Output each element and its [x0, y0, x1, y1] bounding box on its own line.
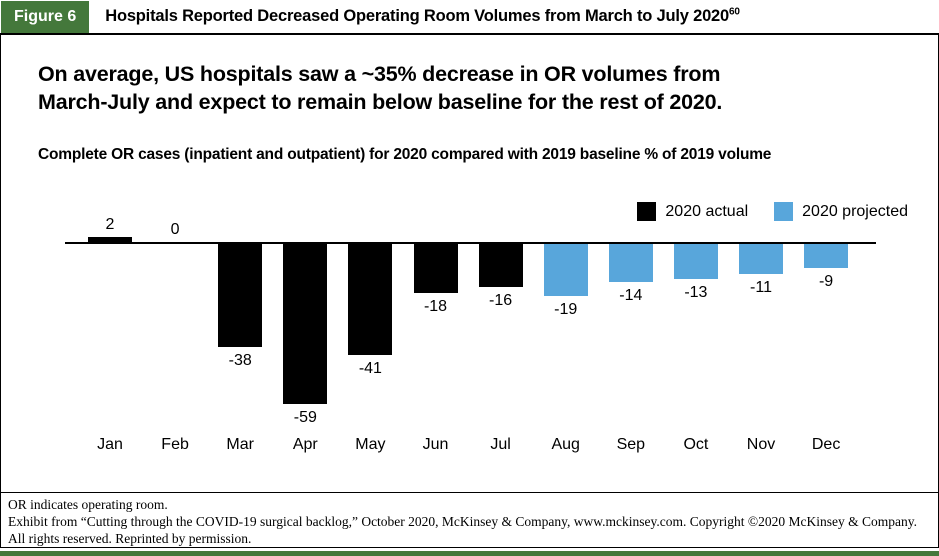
bar-mar	[218, 244, 263, 347]
bar-jul	[478, 244, 523, 287]
x-tick-may: May	[355, 436, 386, 453]
bar-sep	[608, 244, 653, 282]
x-tick-dec: Dec	[811, 436, 841, 453]
value-label-dec: -9	[818, 273, 834, 290]
value-label-sep: -14	[619, 287, 643, 304]
value-label-may: -41	[358, 360, 382, 377]
figure-title-text: Hospitals Reported Decreased Operating R…	[105, 7, 730, 25]
x-tick-jan: Jan	[97, 436, 123, 453]
figure-badge: Figure 6	[1, 1, 90, 33]
chart-headline: On average, US hospitals saw a ~35% decr…	[38, 60, 722, 116]
value-label-oct: -13	[684, 284, 708, 301]
x-tick-jul: Jul	[490, 436, 511, 453]
bar-oct	[673, 244, 718, 279]
figure-badge-label: Figure 6	[14, 8, 77, 25]
chart-headline-line-1: On average, US hospitals saw a ~35% decr…	[38, 62, 721, 86]
legend-swatch-projected	[774, 202, 794, 221]
bottom-accent-strip	[0, 551, 939, 556]
plot-area: 2 Jan 0 Feb -38 Mar -59 Apr -41 May -18 Jun -16 Jul -1…	[65, 190, 876, 470]
figure-header: Figure 6 Hospitals Reported Decreased Op…	[0, 0, 939, 35]
bar-dec	[804, 244, 849, 268]
value-label-jan: 2	[105, 216, 115, 233]
footnotes: OR indicates operating room. Exhibit fro…	[8, 496, 933, 547]
x-tick-aug: Aug	[551, 436, 580, 453]
value-label-nov: -11	[750, 279, 772, 296]
figure-title: Hospitals Reported Decreased Operating R…	[89, 0, 740, 33]
value-label-jul: -16	[489, 292, 513, 309]
footnote-line-3: All rights reserved. Reprinted by permis…	[8, 531, 252, 546]
value-label-aug: -19	[554, 301, 578, 318]
legend-label-actual: 2020 actual	[665, 202, 749, 220]
chart-legend: 2020 actual 2020 projected	[637, 202, 908, 221]
footer-divider	[0, 492, 939, 493]
bar-may	[348, 244, 393, 355]
bar-nov	[739, 244, 783, 274]
x-tick-jun: Jun	[422, 436, 449, 453]
x-tick-feb: Feb	[161, 436, 189, 453]
x-tick-mar: Mar	[226, 436, 254, 453]
x-tick-sep: Sep	[616, 436, 646, 453]
legend-swatch-actual	[637, 202, 657, 221]
bar-jan	[88, 237, 132, 242]
bar-apr	[283, 244, 328, 404]
footnote-line-2: Exhibit from “Cutting through the COVID-…	[8, 514, 918, 529]
legend-label-projected: 2020 projected	[802, 202, 908, 220]
chart-headline-line-2: March-July and expect to remain below ba…	[38, 90, 723, 114]
footnote-line-1: OR indicates operating room.	[8, 497, 168, 512]
x-tick-nov: Nov	[746, 436, 776, 453]
x-tick-oct: Oct	[683, 436, 709, 453]
figure-title-superscript: 60	[729, 6, 740, 18]
chart-subtitle: Complete OR cases (inpatient and outpati…	[38, 146, 772, 163]
value-label-apr: -59	[293, 409, 317, 426]
x-tick-apr: Apr	[292, 436, 318, 453]
x-axis-line	[65, 242, 876, 244]
value-label-mar: -38	[228, 352, 252, 369]
value-label-jun: -18	[423, 298, 448, 315]
legend-item-projected: 2020 projected	[774, 202, 908, 221]
value-label-feb: 0	[170, 221, 180, 238]
bar-aug	[543, 244, 588, 296]
legend-item-actual: 2020 actual	[637, 202, 748, 221]
bar-jun	[413, 244, 458, 293]
